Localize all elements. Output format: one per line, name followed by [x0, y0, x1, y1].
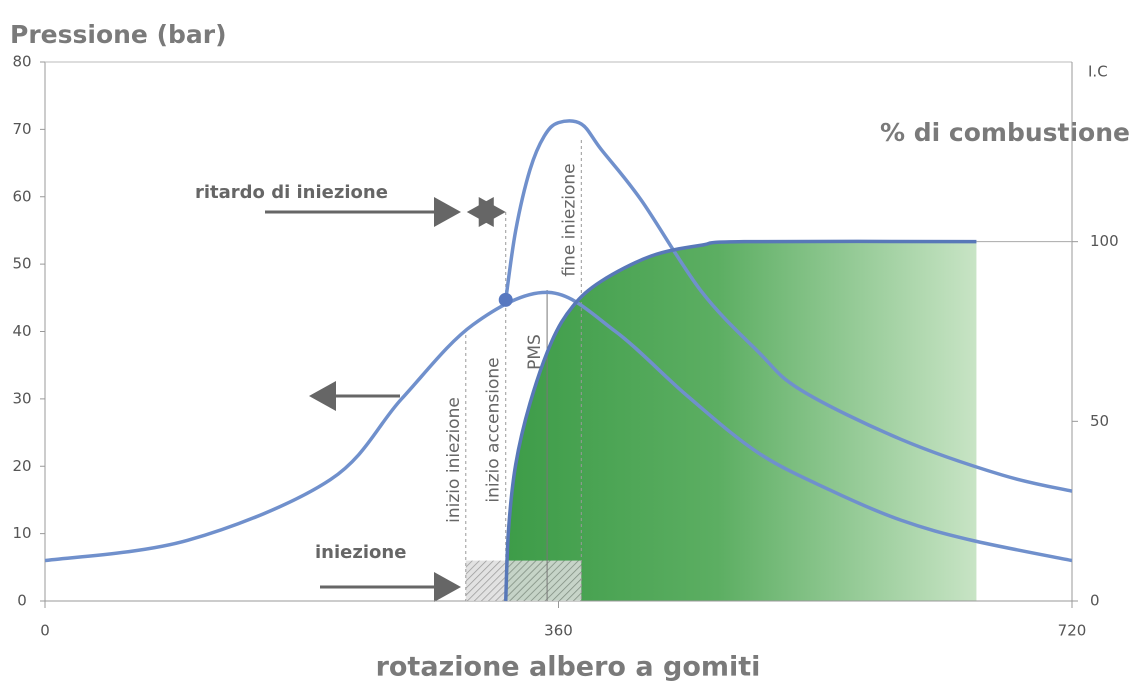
y-tick-label: 50 — [12, 255, 31, 273]
event-label: inizio accensione — [484, 357, 504, 502]
y-tick-label: 40 — [12, 322, 31, 340]
injection-label: iniezione — [315, 542, 406, 563]
x-tick-label: 720 — [1058, 622, 1087, 640]
x-tick-label: 0 — [40, 622, 50, 640]
x-tick-label: 360 — [544, 622, 573, 640]
x-axis-title: rotazione albero a gomiti — [376, 652, 761, 683]
line-series — [503, 239, 977, 602]
event-label: inizio iniezione — [444, 397, 464, 523]
event-label: fine iniezione — [559, 163, 579, 276]
y2-tick-label: 0 — [1090, 592, 1100, 610]
ignition-point — [498, 292, 513, 307]
y2-top-label: I.C — [1088, 63, 1108, 81]
y2-axis-title: % di combustione — [880, 118, 1130, 147]
y-axis-title: Pressione (bar) — [10, 20, 227, 49]
y-tick-label: 0 — [17, 592, 27, 610]
y-tick-label: 70 — [12, 120, 31, 138]
y2-tick-label: 100 — [1090, 232, 1119, 250]
y2-tick-label: 50 — [1090, 412, 1109, 430]
delay-label: ritardo di iniezione — [195, 182, 388, 203]
combustion-area — [505, 241, 977, 601]
line-series — [44, 290, 1073, 563]
line-series — [503, 119, 1073, 493]
y-tick-label: 80 — [12, 53, 31, 71]
event-label: PMS — [525, 334, 545, 370]
injection-bar — [465, 560, 582, 601]
y-tick-label: 10 — [12, 524, 31, 542]
y-tick-label: 20 — [12, 457, 31, 475]
y-tick-label: 30 — [12, 389, 31, 407]
y-tick-label: 60 — [12, 187, 31, 205]
